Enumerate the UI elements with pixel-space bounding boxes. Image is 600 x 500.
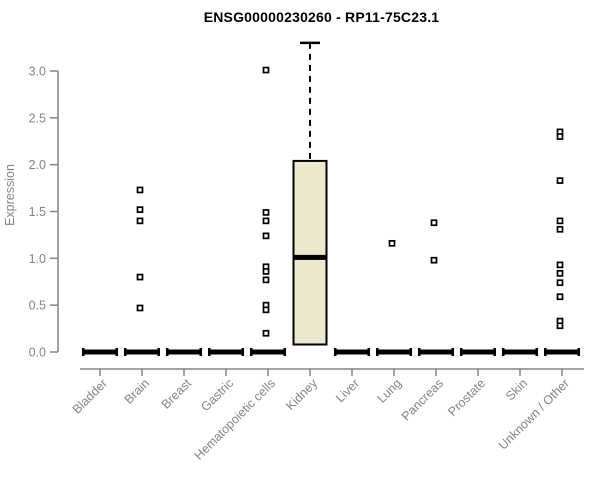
boxplot-breast [166, 348, 202, 356]
y-tick-label: 2.5 [29, 111, 46, 125]
zero-bar [461, 349, 495, 355]
zero-bar-cap [376, 348, 379, 356]
outlier-point [556, 177, 564, 184]
x-tick-label-lung: Lung [375, 376, 405, 406]
median-line [293, 254, 327, 260]
x-tick-label-pancreas: Pancreas [399, 376, 446, 423]
boxplot-unknown-other [544, 128, 580, 356]
outlier-point [262, 66, 270, 74]
zero-bar [419, 349, 453, 355]
zero-bar [545, 349, 579, 355]
zero-bar-cap [577, 348, 580, 356]
zero-bar-cap [535, 348, 538, 356]
outlier-point [136, 206, 144, 213]
outlier-point [556, 261, 564, 269]
zero-bar [251, 349, 285, 355]
outlier-point [556, 269, 564, 277]
zero-bar-cap [82, 348, 85, 356]
chart-title: ENSG00000230260 - RP11-75C23.1 [203, 9, 440, 25]
outlier-point [388, 239, 396, 247]
y-axis-title: Expression [3, 164, 17, 226]
outlier-point [430, 256, 438, 264]
zero-bar-cap [208, 348, 211, 356]
boxplot-bladder [82, 348, 118, 356]
zero-bar-cap [493, 348, 496, 356]
x-tick-label-unknown-other: Unknown / Other [496, 376, 572, 452]
zero-bar-cap [460, 348, 463, 356]
boxplot-hematopoietic-cells [250, 66, 286, 356]
outlier-point [556, 322, 564, 330]
outlier-point [556, 279, 564, 287]
x-tick-label-kidney: Kidney [283, 376, 320, 413]
zero-bar-cap [451, 348, 454, 356]
zero-bar-cap [418, 348, 421, 356]
x-tick-label-skin: Skin [503, 376, 530, 403]
x-tick-label-gastric: Gastric [198, 376, 236, 414]
zero-bar-cap [283, 348, 286, 356]
zero-bar-cap [367, 348, 370, 356]
zero-bar-cap [502, 348, 505, 356]
y-tick-label: 1.0 [29, 252, 46, 266]
outlier-point [556, 293, 564, 301]
outlier-point [430, 219, 438, 227]
zero-bar-cap [166, 348, 169, 356]
outlier-point [262, 217, 270, 225]
outlier-point [262, 232, 270, 240]
outlier-point [262, 209, 270, 216]
boxplot-skin [502, 348, 538, 356]
outlier-point [556, 225, 564, 233]
zero-bar-cap [241, 348, 244, 356]
zero-bar [125, 349, 159, 355]
zero-bar-cap [409, 348, 412, 356]
outlier-point [262, 268, 270, 275]
zero-bar [83, 349, 117, 355]
x-tick-label-liver: Liver [333, 376, 362, 405]
y-tick-label: 3.0 [29, 64, 46, 78]
boxplot-pancreas [418, 219, 454, 356]
outlier-point [556, 133, 564, 140]
zero-bar [335, 349, 369, 355]
boxplot-kidney [292, 41, 328, 346]
zero-bar-cap [157, 348, 160, 356]
zero-bar [377, 349, 411, 355]
outlier-point [136, 186, 144, 194]
zero-bar-cap [115, 348, 118, 356]
outlier-point [262, 329, 270, 337]
boxplot-brain [124, 186, 160, 356]
box [292, 159, 328, 346]
x-tick-label-hematopoietic-cells: Hematopoietic cells [192, 376, 279, 463]
x-tick-label-brain: Brain [122, 376, 153, 407]
outlier-point [262, 276, 270, 284]
zero-bar [167, 349, 201, 355]
zero-bar-cap [334, 348, 337, 356]
zero-bar-cap [250, 348, 253, 356]
x-tick-label-bladder: Bladder [70, 376, 110, 416]
zero-bar-cap [544, 348, 547, 356]
zero-bar [209, 349, 243, 355]
x-tick-label-breast: Breast [159, 376, 195, 412]
y-axis: 0.0 0.5 1.0 1.5 2.0 2.5 3.0 Expression [3, 64, 59, 360]
y-tick-label: 2.0 [29, 158, 46, 172]
zero-bar [503, 349, 537, 355]
outlier-point [136, 217, 144, 225]
boxplot-prostate [460, 348, 496, 356]
boxplot-gastric [208, 348, 244, 356]
y-tick-label: 0.5 [29, 299, 46, 313]
boxplot-liver [334, 348, 370, 356]
x-tick-label-prostate: Prostate [445, 376, 488, 419]
y-tick-label: 0.0 [29, 346, 46, 360]
zero-bar-cap [199, 348, 202, 356]
boxplot-lung [376, 239, 412, 356]
outlier-point [136, 304, 144, 312]
y-tick-label: 1.5 [29, 205, 46, 219]
outlier-point [262, 306, 270, 314]
zero-bar-cap [124, 348, 127, 356]
outlier-point [136, 273, 144, 281]
outlier-point [556, 217, 564, 225]
